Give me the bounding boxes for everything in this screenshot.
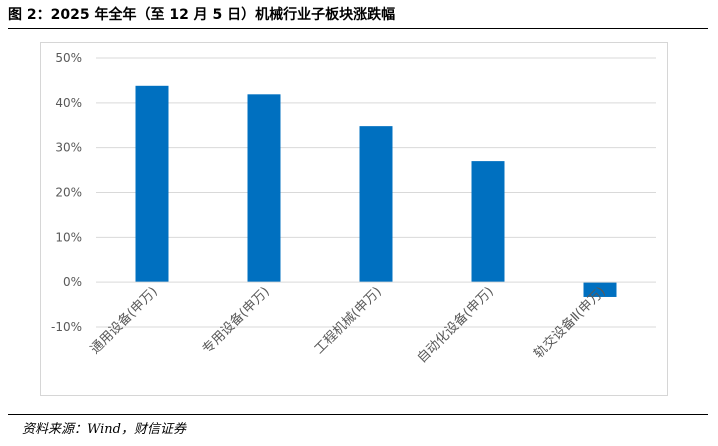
category-label: 通用设备(申万) <box>87 284 161 358</box>
category-label: 工程机械(申万) <box>312 284 385 357</box>
gridlines <box>96 57 656 328</box>
x-axis-labels: 通用设备(申万) 专用设备(申万) 工程机械(申万) 自动化设备(申万) 轨交设备Ⅱ(申… <box>87 284 609 367</box>
y-tick-label: 10% <box>55 230 82 244</box>
y-tick-label: 50% <box>55 51 82 65</box>
bars <box>135 85 617 297</box>
figure-title: 图 2：2025 年全年（至 12 月 5 日）机械行业子板块涨跌幅 <box>8 7 396 23</box>
y-tick-label: 40% <box>55 96 82 110</box>
category-label: 专用设备(申万) <box>199 284 273 358</box>
y-tick-label: -10% <box>51 320 82 334</box>
y-tick-label: 0% <box>63 275 82 289</box>
bar-4 <box>471 161 505 283</box>
source-note: 资料来源：Wind，财信证券 <box>22 422 186 437</box>
y-tick-label: 20% <box>55 186 82 200</box>
title-rule <box>8 28 708 29</box>
category-label: 轨交设备Ⅱ(申万) <box>531 284 609 362</box>
y-tick-label: 30% <box>55 141 82 155</box>
source-rule <box>8 414 708 415</box>
y-axis-ticks: -10% 0% 10% 20% 30% 40% 50% <box>51 51 82 334</box>
bar-3 <box>359 126 393 283</box>
category-label: 自动化设备(申万) <box>414 284 497 367</box>
bar-5 <box>583 282 617 297</box>
bar-1 <box>135 85 169 283</box>
bar-2 <box>247 94 281 283</box>
chart-frame <box>40 42 668 396</box>
